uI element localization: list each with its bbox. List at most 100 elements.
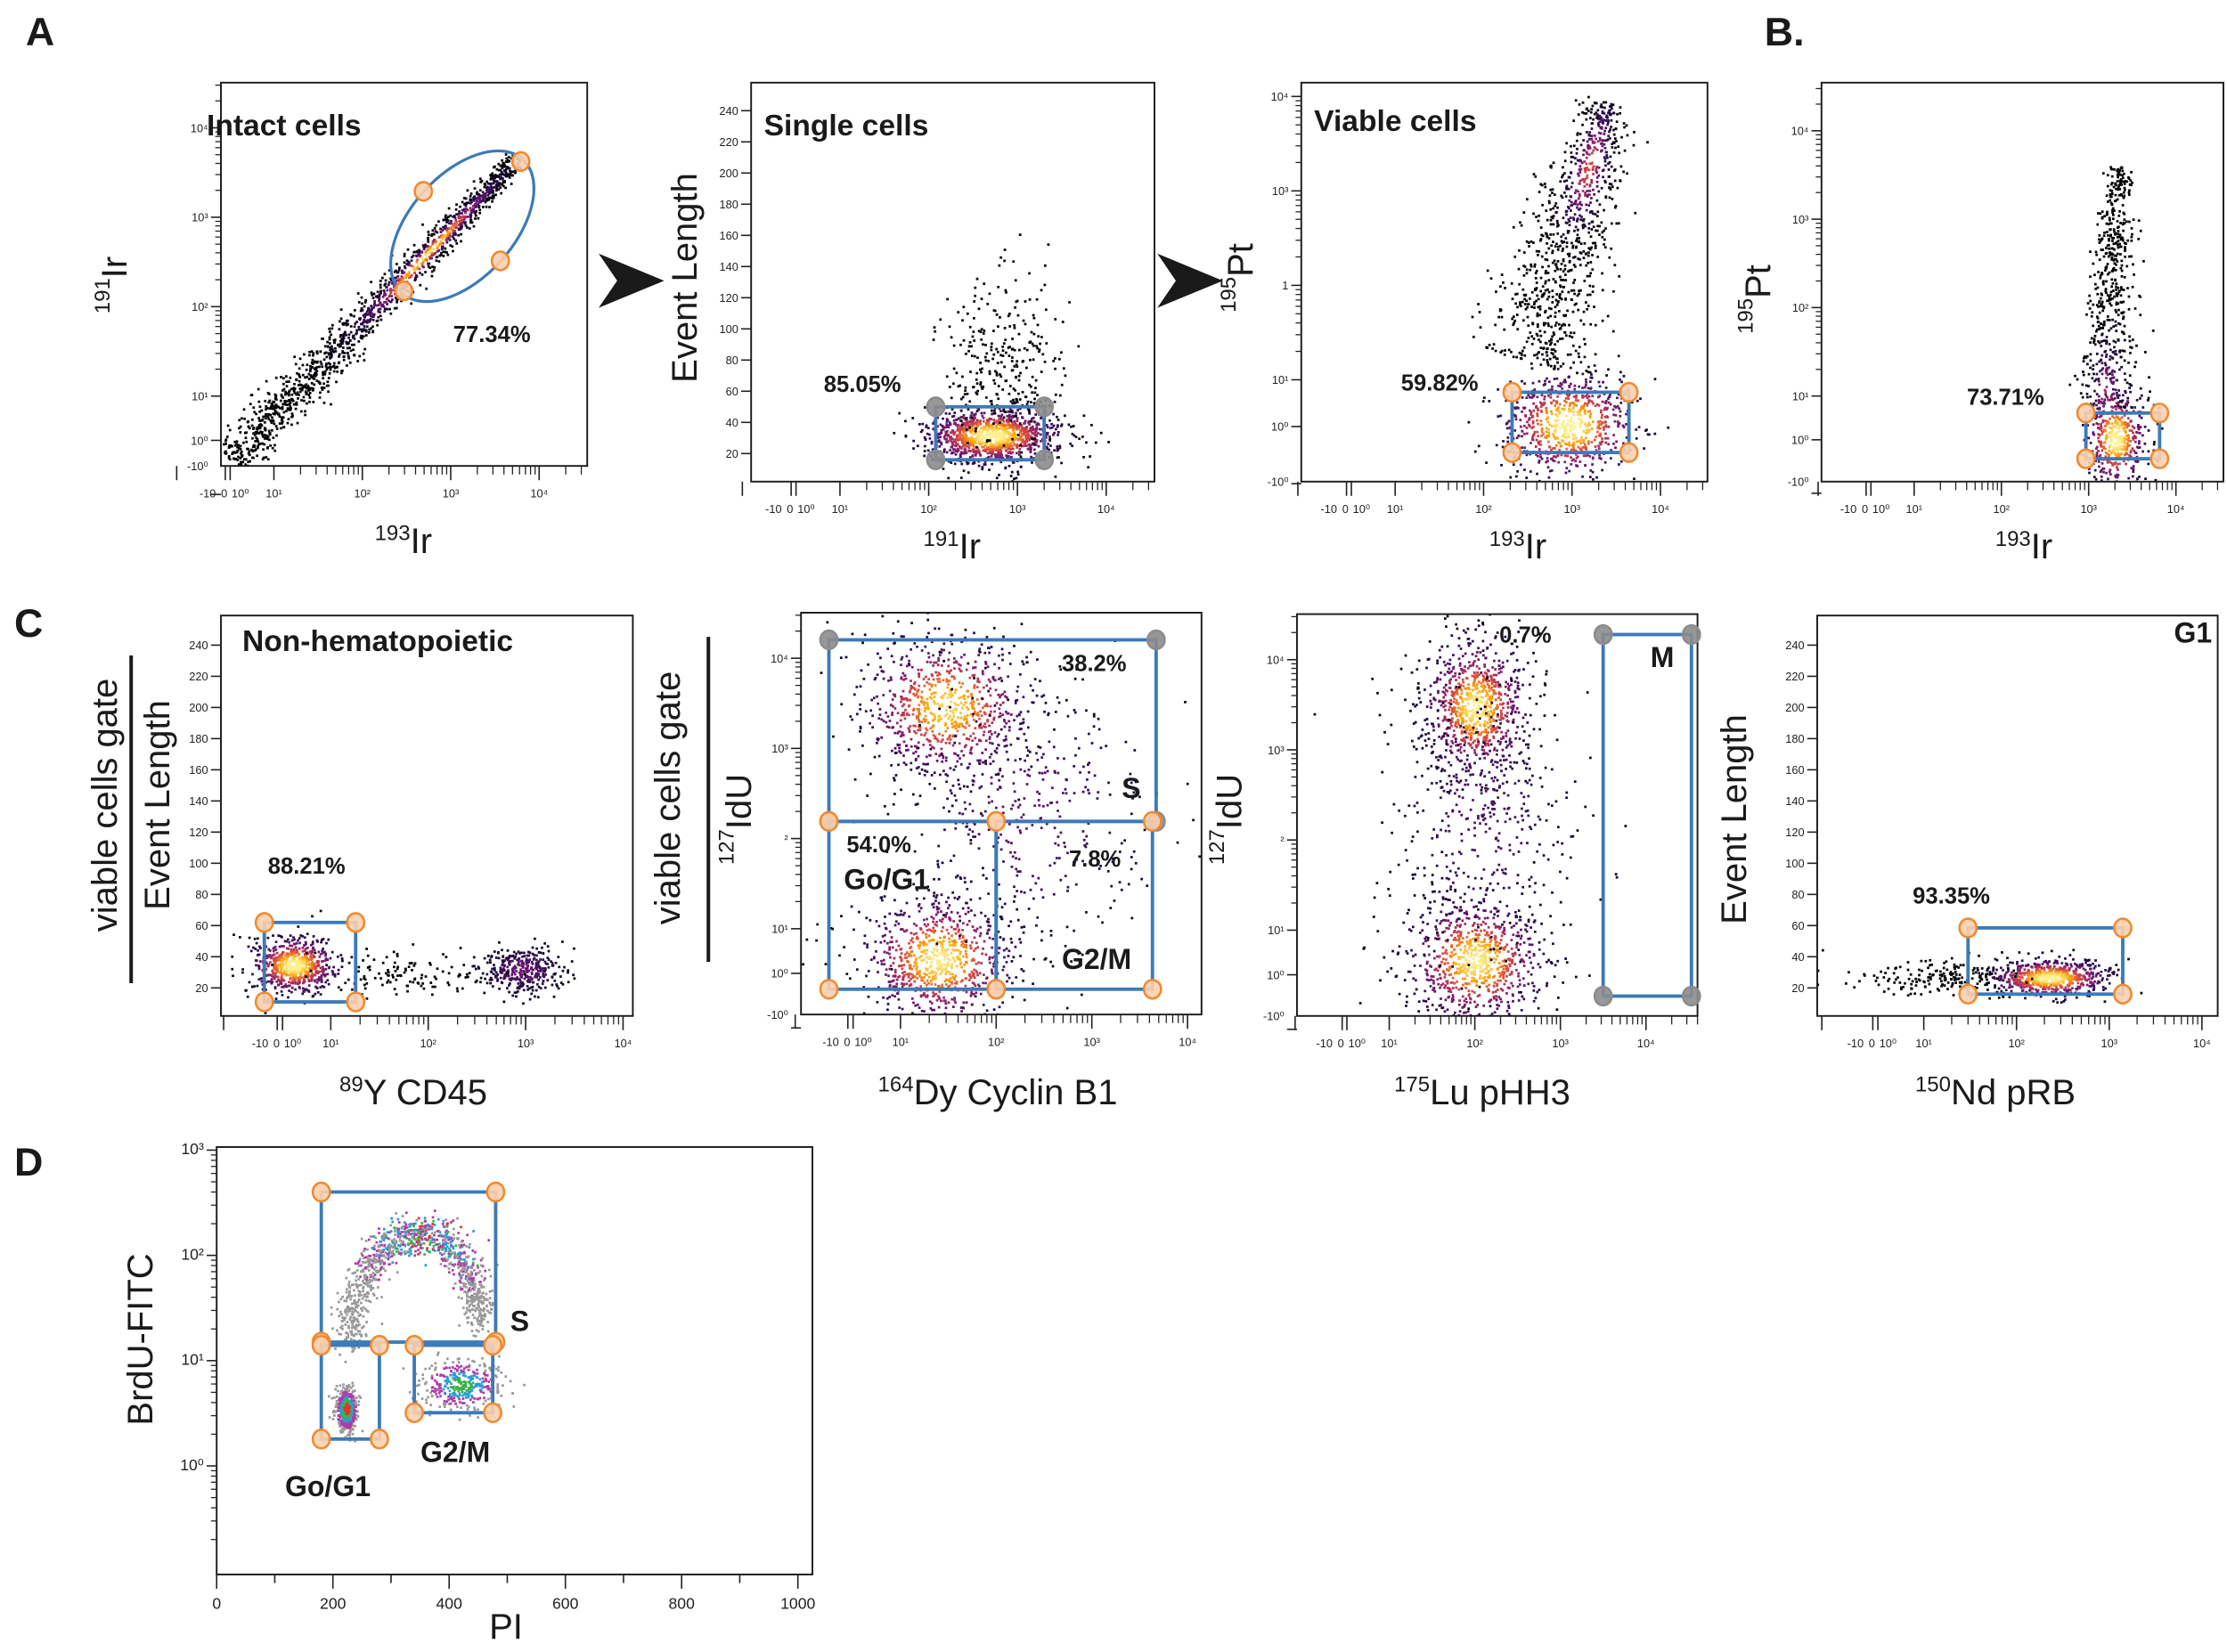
event-dot — [996, 350, 999, 354]
event-dot — [2117, 452, 2120, 455]
event-dot — [498, 182, 502, 185]
gate-handle[interactable] — [1502, 442, 1522, 463]
event-dot — [1471, 315, 1474, 319]
event-dot — [1586, 152, 1589, 156]
event-dot — [1635, 437, 1638, 440]
event-dot — [1003, 327, 1007, 330]
gate-handle[interactable] — [1619, 381, 1639, 403]
event-dot — [1581, 190, 1585, 192]
event-dot — [314, 361, 316, 364]
event-dot — [997, 450, 999, 452]
event-dot — [495, 187, 499, 191]
gate-handle[interactable] — [1034, 396, 1055, 418]
event-dot — [1013, 443, 1016, 446]
gate-handle[interactable] — [394, 280, 414, 302]
gate-handle[interactable] — [413, 181, 434, 202]
event-dot — [1530, 335, 1534, 338]
event-dot — [306, 392, 308, 395]
event-dot — [440, 236, 444, 239]
event-dot — [1533, 354, 1536, 357]
event-dot — [950, 431, 952, 435]
event-dot — [365, 321, 369, 324]
event-dot — [303, 386, 306, 389]
event-dot — [1579, 406, 1583, 409]
gate[interactable] — [926, 396, 1055, 470]
gate[interactable] — [1502, 381, 1639, 463]
event-dot — [1491, 347, 1494, 350]
event-dot — [1590, 108, 1593, 110]
event-dot — [1532, 425, 1535, 428]
event-dot — [1547, 388, 1551, 392]
gate-handle[interactable] — [510, 151, 531, 173]
event-dot — [1602, 426, 1605, 428]
event-dot — [996, 453, 999, 456]
event-dot — [322, 338, 324, 340]
event-dot — [1515, 436, 1519, 440]
event-dot — [1568, 404, 1571, 407]
gate[interactable] — [363, 125, 561, 328]
event-dot — [992, 353, 996, 356]
event-dot — [980, 386, 983, 389]
event-dot — [1572, 411, 1575, 413]
event-dot — [967, 345, 971, 348]
event-dot — [325, 368, 329, 371]
event-dot — [956, 450, 959, 453]
event-dot — [1600, 186, 1603, 190]
event-dot — [459, 222, 461, 224]
event-dot — [965, 417, 968, 420]
event-dot — [942, 468, 945, 470]
x-tick-label: 10⁴ — [1097, 502, 1115, 516]
gate-handle[interactable] — [1034, 449, 1055, 470]
gate-handle[interactable] — [1619, 442, 1639, 463]
event-dot — [243, 470, 246, 473]
event-dot — [1576, 294, 1579, 297]
gate-handle[interactable] — [490, 250, 510, 272]
event-dot — [1009, 447, 1013, 451]
event-dot — [295, 378, 298, 381]
event-dot — [1585, 428, 1588, 432]
event-dot — [1082, 455, 1085, 459]
event-dot — [1583, 160, 1587, 163]
event-dot — [248, 450, 251, 453]
event-dot — [1563, 435, 1567, 439]
event-dot — [2094, 399, 2098, 403]
gate-handle[interactable] — [1502, 381, 1522, 403]
event-dot — [455, 203, 458, 207]
event-dot — [1574, 157, 1577, 160]
event-dot — [1038, 427, 1041, 431]
event-dot — [992, 309, 996, 312]
event-dot — [1547, 264, 1550, 268]
event-dot — [288, 390, 290, 394]
event-dot — [997, 414, 1000, 418]
gate-handle[interactable] — [926, 449, 946, 470]
event-dot — [1550, 387, 1554, 391]
event-dot — [1536, 314, 1539, 318]
event-dot — [2109, 437, 2113, 441]
event-dot — [1522, 424, 1526, 427]
event-dot — [1588, 370, 1592, 374]
event-dot — [1479, 326, 1482, 329]
event-dot — [1002, 342, 1006, 346]
event-dot — [286, 421, 290, 425]
event-dot — [395, 279, 398, 282]
event-dot — [355, 321, 358, 323]
event-dot — [244, 470, 247, 473]
gate-handle[interactable] — [926, 396, 946, 418]
event-dot — [448, 239, 452, 241]
event-dot — [463, 202, 466, 206]
event-dot — [1596, 256, 1600, 258]
event-dot — [279, 399, 282, 403]
event-dot — [1013, 348, 1016, 352]
event-dot — [1592, 402, 1595, 405]
event-dot — [1572, 458, 1575, 461]
event-dot — [398, 266, 401, 270]
event-dot — [1578, 174, 1580, 177]
event-dot — [1580, 216, 1583, 218]
event-dot — [445, 218, 448, 221]
event-dot — [260, 424, 264, 427]
event-dot — [1577, 352, 1580, 355]
event-dot — [978, 452, 982, 456]
event-dot — [2107, 455, 2110, 459]
event-dot — [460, 232, 462, 236]
